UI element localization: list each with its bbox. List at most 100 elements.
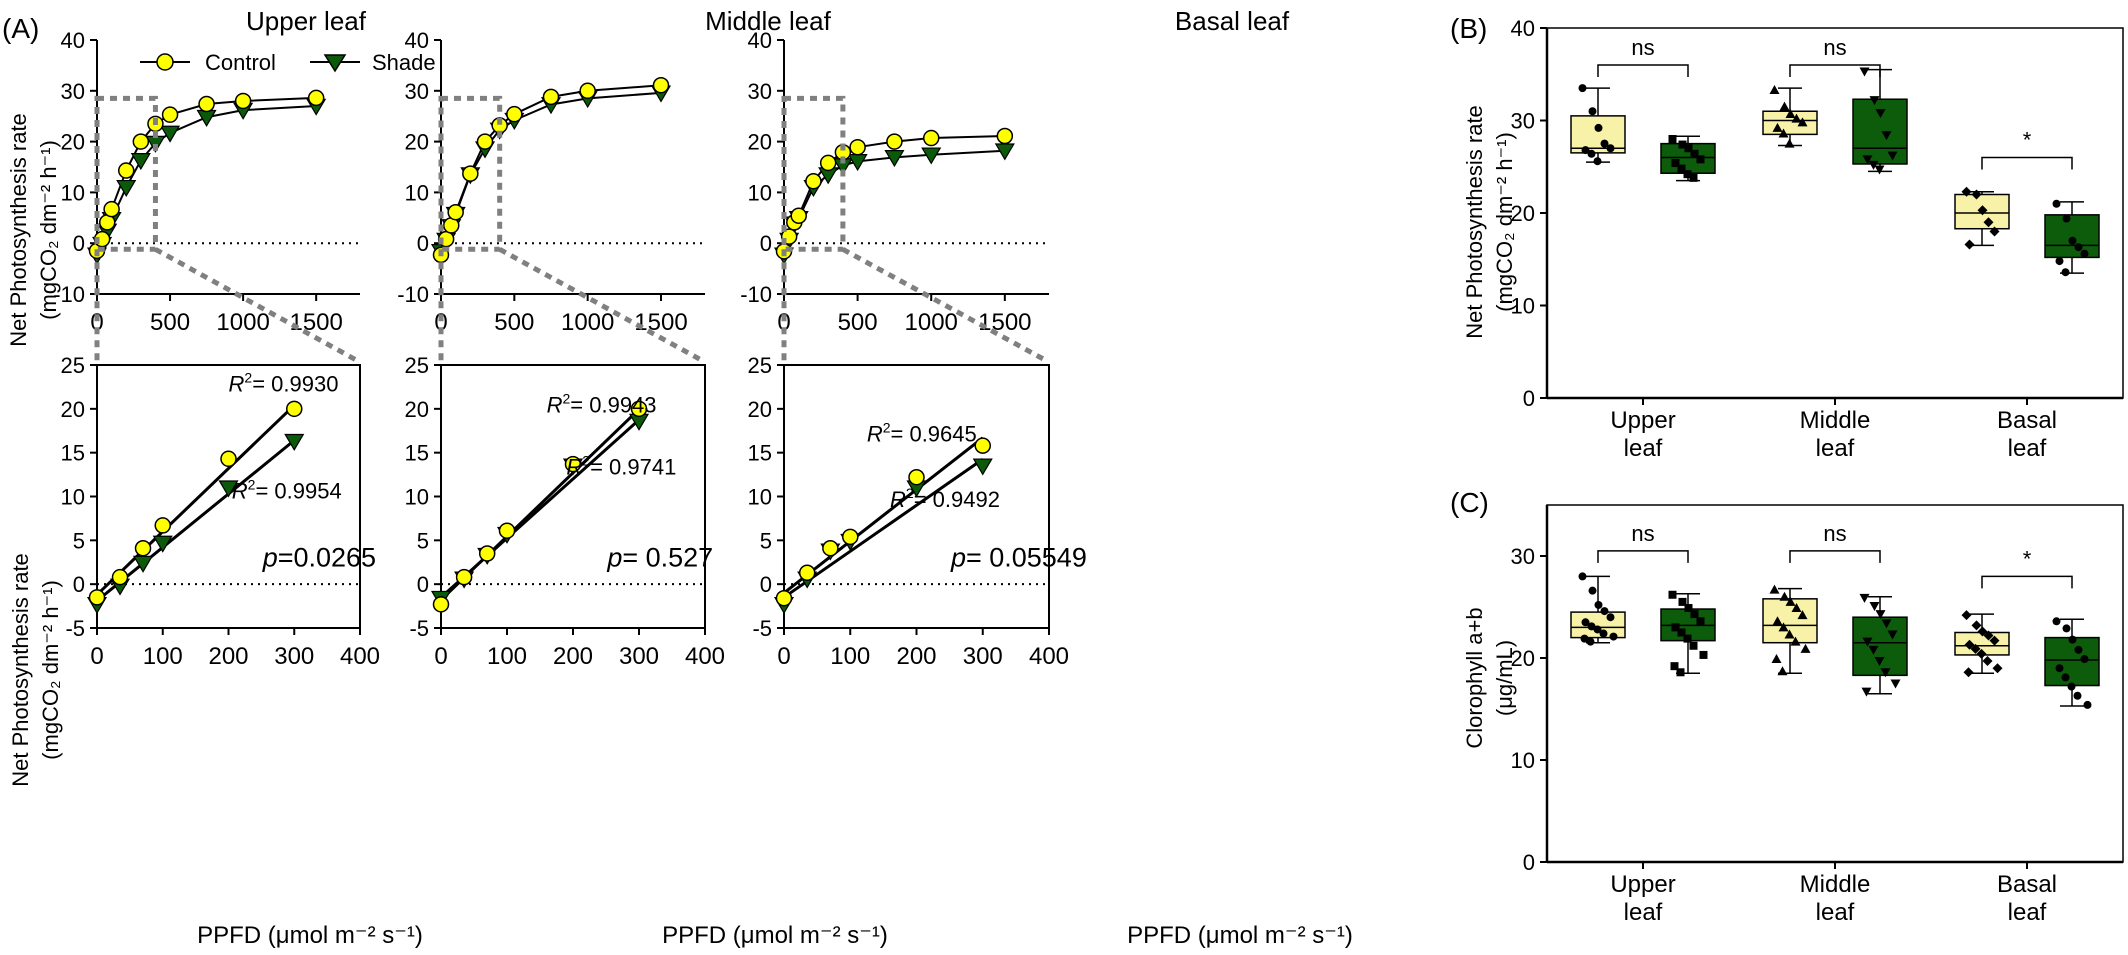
- y-tick-label-A-upper-zoom: 25: [61, 353, 85, 378]
- data-point: [1581, 618, 1590, 627]
- data-point: [1881, 619, 1892, 629]
- title-middle-leaf: Middle leaf: [705, 6, 832, 36]
- data-point: [2062, 624, 2071, 633]
- control-point: [798, 564, 816, 582]
- control-point: [506, 105, 523, 123]
- y-tick-label-A-middle-zoom: 25: [405, 353, 429, 378]
- data-point: [1699, 650, 1708, 659]
- data-point: [1588, 586, 1597, 595]
- data-point: [1971, 620, 1982, 631]
- control-point: [498, 522, 516, 539]
- data-point: [1977, 205, 1988, 216]
- y-tick-label-A-middle-zoom: 20: [405, 397, 429, 422]
- y-tick-label-A-middle-zoom: -5: [409, 616, 429, 641]
- y-tick-label-A-basal-zoom: -5: [752, 616, 772, 641]
- data-point: [2074, 243, 2083, 252]
- data-point: [1964, 239, 1975, 250]
- control-point: [908, 468, 925, 486]
- data-point: [1594, 123, 1603, 132]
- plot-frame-C: [1546, 504, 2124, 863]
- shade-point: [921, 147, 942, 165]
- shade-point: [130, 153, 151, 171]
- data-point: [1989, 226, 2000, 237]
- data-point: [1964, 639, 1975, 650]
- y-tick-label-C: 20: [1511, 646, 1535, 671]
- data-point: [1696, 617, 1705, 626]
- data-point: [1779, 101, 1790, 111]
- data-point: [1580, 634, 1589, 643]
- data-point: [1778, 622, 1789, 632]
- zoom-box: [438, 95, 503, 252]
- significance-bracket: [1789, 64, 1881, 77]
- y-tick-label-C: 30: [1511, 544, 1535, 569]
- box-control: [1570, 115, 1626, 154]
- significance-label: *: [2023, 128, 2032, 153]
- ylabel-a-bottom: Net Photosynthesis rate (mgCO₂ dm⁻² h⁻¹): [8, 553, 63, 787]
- category-label: Upper: [1610, 871, 1675, 898]
- data-point: [2052, 199, 2061, 208]
- y-tick-label-A-basal-full: 30: [748, 79, 772, 104]
- ylabel-c: Clorophyll a+b (μg/mL): [1462, 607, 1517, 748]
- shade-point: [160, 125, 181, 143]
- control-point: [630, 400, 648, 418]
- data-point: [1606, 144, 1615, 153]
- data-point: [1976, 648, 1987, 659]
- x-tick-label-A-upper-zoom: 300: [274, 643, 314, 670]
- data-point: [2068, 236, 2077, 245]
- significance-bracket: [1981, 575, 2073, 589]
- data-point: [1859, 67, 1870, 77]
- data-point: [1961, 186, 1972, 197]
- shade-point: [218, 480, 239, 498]
- y-tick-label-A-upper-full: -10: [53, 282, 85, 307]
- data-point: [1769, 84, 1780, 94]
- data-point: [1982, 656, 1993, 667]
- control-point: [286, 400, 303, 418]
- data-point: [1778, 128, 1789, 138]
- data-point: [1586, 637, 1595, 646]
- ylabel-a-top-line2: (mgCO₂ dm⁻² h⁻¹): [36, 140, 61, 320]
- data-point: [1678, 597, 1687, 606]
- data-point: [1581, 146, 1590, 155]
- data-point: [1890, 679, 1901, 689]
- control-point: [974, 437, 991, 454]
- control-point: [842, 528, 859, 546]
- data-point: [1800, 643, 1811, 653]
- data-point: [2055, 664, 2064, 673]
- y-tick-label-A-middle-zoom: 0: [417, 572, 429, 597]
- x-tick-label-A-middle-full: 1000: [561, 309, 614, 336]
- zoom-box: [94, 95, 158, 252]
- control-point: [161, 106, 179, 123]
- y-tick-label-A-upper-zoom: -5: [65, 616, 85, 641]
- y-tick-label-A-upper-zoom: 15: [61, 441, 85, 466]
- data-point: [2061, 268, 2070, 277]
- ylabel-a-bottom-line2: (mgCO₂ dm⁻² h⁻¹): [38, 580, 63, 760]
- category-label: leaf: [1624, 899, 1663, 926]
- zoom-guide-right: [841, 247, 1049, 364]
- control-point: [134, 539, 152, 557]
- p-value-label: p= 0.05549: [950, 543, 1087, 573]
- r2-label-control: R2= 0.9645: [867, 419, 977, 446]
- data-point: [1670, 662, 1679, 671]
- control-point: [476, 133, 494, 150]
- shade-point: [196, 109, 217, 127]
- ylabel-b-line1: Net Photosynthesis rate: [1462, 105, 1487, 339]
- data-point: [1587, 149, 1596, 158]
- y-tick-label-A-basal-full: 40: [748, 28, 772, 53]
- significance-label: ns: [1631, 35, 1654, 60]
- data-point: [1989, 635, 2000, 646]
- ylabel-c-line2: (μg/mL): [1492, 640, 1517, 716]
- xlabel-middle: PPFD (μmol m⁻² s⁻¹): [662, 922, 888, 949]
- zoom-box: [781, 95, 846, 252]
- data-point: [1769, 584, 1780, 594]
- x-tick-label-A-upper-zoom: 100: [143, 643, 183, 670]
- significance-bracket: [1597, 550, 1689, 563]
- control-point: [579, 82, 596, 100]
- data-point: [1593, 625, 1602, 634]
- y-tick-label-A-middle-zoom: 10: [405, 485, 429, 510]
- significance-label: ns: [1631, 521, 1654, 546]
- r2-label-shade: R2= 0.9954: [232, 476, 342, 503]
